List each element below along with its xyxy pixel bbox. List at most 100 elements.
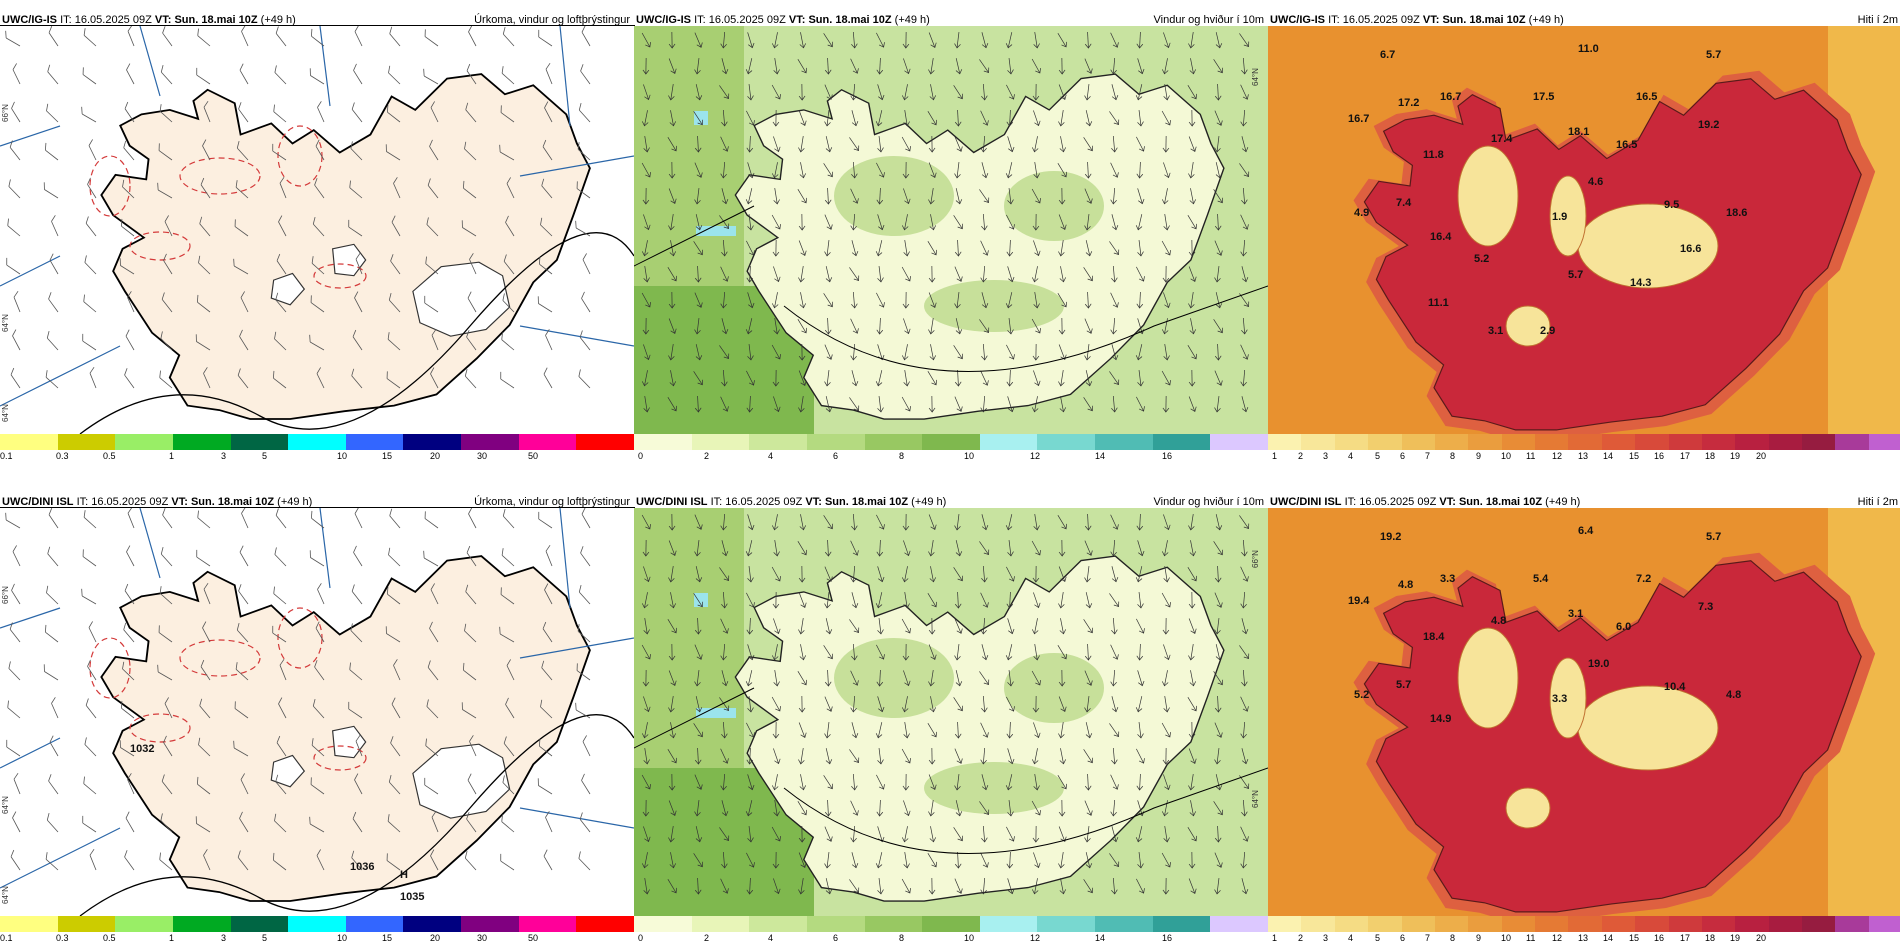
colorbar-swatch xyxy=(1501,434,1535,450)
temperature-value: 1.9 xyxy=(1552,211,1567,223)
colorbar-tick-label: 1 xyxy=(169,933,175,943)
product-title: Hiti í 2m xyxy=(1857,496,1898,508)
product-title: Úrkoma, vindur og loftþrýstingur xyxy=(474,14,630,26)
colorbar-tick-label: 11 xyxy=(1526,451,1536,461)
colorbar-swatch xyxy=(806,916,865,932)
panel-header: UWC/DINI ISL IT: 16.05.2025 09Z VT: Sun.… xyxy=(1268,482,1900,508)
colorbar-swatch xyxy=(1501,916,1535,932)
temperature-value: 19.2 xyxy=(1698,119,1719,131)
colorbar-tick-label: 8 xyxy=(1450,933,1456,943)
colorbar-swatch xyxy=(1301,434,1335,450)
colorbar-swatch xyxy=(115,916,173,932)
temperature-value: 17.4 xyxy=(1491,133,1513,145)
colorbar-swatch xyxy=(1802,434,1836,450)
valid-time: Sun. 18.mai 10Z xyxy=(190,496,275,508)
colorbar-tick-label: 9 xyxy=(1476,451,1482,461)
colorbar-swatch xyxy=(1868,916,1900,932)
colorbar-tick-label: 20 xyxy=(430,933,441,943)
colorbar-swatch xyxy=(1334,434,1369,450)
temperature-value: 16.7 xyxy=(1348,113,1369,125)
colorbar-swatch xyxy=(1601,434,1636,450)
colorbar-tick-label: 5 xyxy=(262,933,268,943)
map-svg: 66°N 64°N 64°N xyxy=(0,24,635,435)
colorbar-tick-label: 1 xyxy=(169,451,175,461)
colorbar-swatch xyxy=(749,916,807,932)
colorbar-swatch xyxy=(1835,916,1869,932)
colorbar-swatch xyxy=(461,916,519,932)
colorbar-tick-label: 7 xyxy=(1425,451,1431,461)
colorbar-tick-label: 8 xyxy=(899,451,905,461)
colorbar-swatch xyxy=(691,434,750,450)
temperature-value: 17.2 xyxy=(1398,97,1419,109)
colorbar-swatch xyxy=(1535,916,1569,932)
product-title: Vindur og hviður í 10m xyxy=(1153,14,1264,26)
colorbar-swatch xyxy=(345,916,404,932)
colorbar-swatch xyxy=(1095,434,1153,450)
colorbar-tick-label: 16 xyxy=(1162,933,1173,943)
colorbar-swatch xyxy=(1668,434,1702,450)
init-time-label: IT: xyxy=(76,496,89,508)
colorbar-swatch xyxy=(518,916,577,932)
temperature-value: 16.4 xyxy=(1430,231,1452,243)
map-svg: 64°N xyxy=(633,26,1269,434)
colorbar-tick-label: 13 xyxy=(1578,451,1589,461)
temperature-value: 5.2 xyxy=(1354,689,1369,701)
map-canvas: 66°N 64°N 64°N xyxy=(0,24,635,435)
colorbar-swatch xyxy=(403,916,462,932)
colorbar-swatch xyxy=(461,434,519,450)
colorbar-swatch xyxy=(1301,916,1335,932)
colorbar-swatch xyxy=(1152,916,1211,932)
colorbar-swatch xyxy=(1210,434,1269,450)
valid-time: Sun. 18.mai 10Z xyxy=(824,496,909,508)
colorbar-swatch xyxy=(806,434,865,450)
temperature-value: 5.2 xyxy=(1474,253,1489,265)
valid-time-label: VT: xyxy=(1439,496,1456,508)
temperature-value: 5.4 xyxy=(1533,573,1549,585)
map-panel-temp-top: UWC/IG-IS IT: 16.05.2025 09Z VT: Sun. 18… xyxy=(1268,0,1900,468)
colorbar-tick-label: 20 xyxy=(430,451,441,461)
colorbar-tick-label: 15 xyxy=(382,451,393,461)
colorbar-tick-label: 3 xyxy=(221,933,227,943)
colorbar-tick-label: 0 xyxy=(638,933,644,943)
latitude-label: 64°N xyxy=(1,314,10,332)
colorbar-swatch xyxy=(1368,434,1402,450)
colorbar-tick-label: 3 xyxy=(1323,451,1329,461)
colorbar-swatch xyxy=(172,916,231,932)
map-canvas: 6.4 19.2 5.7 3.3 5.4 7.2 19.4 4.8 7.3 18.4 4.8 3.1 6… xyxy=(1268,508,1900,923)
pressure-label: 1032 xyxy=(130,743,154,755)
latitude-label: 64°N xyxy=(1251,68,1260,86)
colorbar-swatch xyxy=(0,434,58,450)
latitude-label: 64°N xyxy=(1,886,10,904)
map-svg: 11.0 6.7 5.7 16.7 17.5 16.5 16.7 17.2 19.2 11.8 17… xyxy=(1268,26,1900,441)
temperature-value: 3.1 xyxy=(1488,325,1503,337)
map-canvas: 66°N 64°N 64°N 1032 H 1035 1036 xyxy=(0,506,635,917)
colorbar-tick-label: 14 xyxy=(1095,933,1106,943)
colorbar-tick-label: 5 xyxy=(1375,933,1381,943)
colorbar xyxy=(634,916,1269,932)
model-name: UWC/DINI ISL xyxy=(2,496,74,508)
temperature-value: 5.7 xyxy=(1706,531,1721,543)
colorbar-tick-label: 1 xyxy=(1272,451,1278,461)
colorbar-tick-label: 14 xyxy=(1603,451,1614,461)
colorbar-tick-label: 2 xyxy=(704,451,710,461)
colorbar-swatch xyxy=(979,916,1038,932)
colorbar xyxy=(0,434,635,450)
colorbar-swatch xyxy=(1635,434,1669,450)
panel-header: UWC/IG-IS IT: 16.05.2025 09Z VT: Sun. 18… xyxy=(0,0,634,26)
colorbar xyxy=(634,434,1269,450)
colorbar-tick-label: 10 xyxy=(964,451,975,461)
colorbar-swatch xyxy=(288,916,346,932)
temperature-value: 4.8 xyxy=(1398,579,1413,591)
temperature-value: 3.3 xyxy=(1552,693,1567,705)
colorbar-swatch xyxy=(230,916,289,932)
init-time-label: IT: xyxy=(710,496,723,508)
colorbar-swatch xyxy=(403,434,462,450)
panel-header: UWC/DINI ISL IT: 16.05.2025 09Z VT: Sun.… xyxy=(0,482,634,508)
colorbar-swatch xyxy=(57,434,116,450)
colorbar-tick-label: 15 xyxy=(1629,933,1640,943)
lead-time: (+49 h) xyxy=(277,496,313,508)
colorbar-tick-label: 17 xyxy=(1680,933,1691,943)
temperature-value: 16.5 xyxy=(1616,139,1637,151)
map-panel-wind-bottom: UWC/DINI ISL IT: 16.05.2025 09Z VT: Sun.… xyxy=(633,482,1269,950)
colorbar-tick-label: 30 xyxy=(477,451,488,461)
